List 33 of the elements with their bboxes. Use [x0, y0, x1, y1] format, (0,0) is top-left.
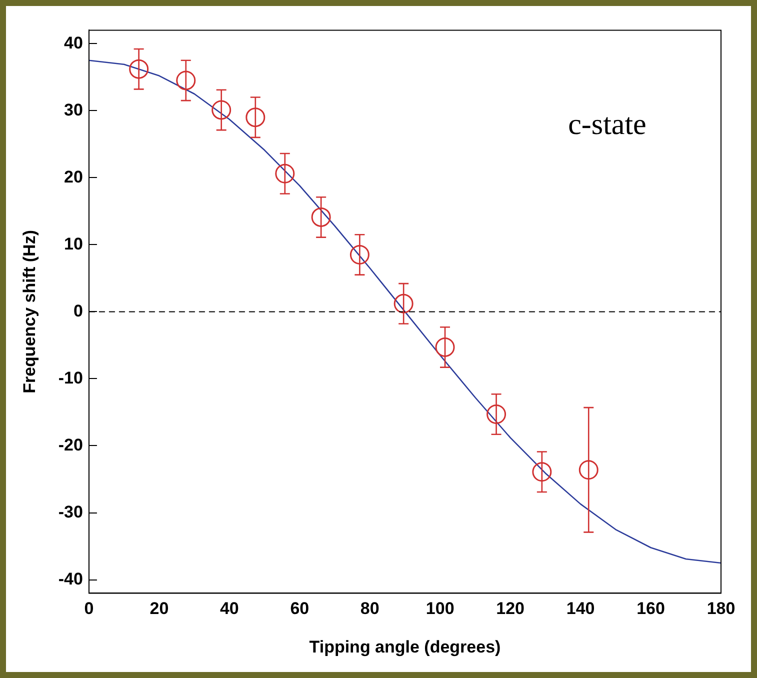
x-tick-label: 140 — [566, 599, 595, 618]
y-tick-label: 0 — [74, 301, 83, 320]
y-tick-label: 20 — [64, 167, 83, 186]
y-tick-label: -30 — [58, 502, 83, 522]
y-tick-label: 30 — [64, 100, 83, 120]
x-tick-label: 100 — [426, 599, 454, 618]
x-tick-label: 40 — [220, 599, 239, 618]
point — [532, 462, 552, 482]
x-tick-label: 120 — [496, 599, 525, 618]
point — [176, 70, 196, 90]
point — [275, 164, 295, 184]
y-tick-label: -20 — [58, 435, 83, 454]
x-tick-label: 20 — [150, 599, 169, 618]
x-tick-label: 180 — [706, 599, 736, 618]
x-tick-label: 60 — [290, 599, 310, 618]
point — [212, 100, 232, 120]
x-tick-label: 160 — [636, 599, 665, 618]
y-axis-title: Frequency shift (Hz) — [20, 230, 39, 394]
point — [435, 337, 455, 357]
point — [394, 294, 414, 314]
point — [246, 108, 266, 128]
x-tick-label: 80 — [360, 599, 380, 618]
point — [486, 404, 506, 424]
point — [578, 460, 598, 480]
point — [350, 244, 370, 264]
y-tick-label: -10 — [58, 368, 83, 388]
point — [311, 207, 331, 227]
annotation: c-state — [568, 108, 646, 141]
y-tick-label: 40 — [64, 33, 83, 52]
y-tick-label: -40 — [58, 569, 83, 588]
x-axis-title: Tipping angle (degrees) — [309, 637, 501, 656]
y-tick-label: 10 — [64, 234, 83, 254]
point — [129, 59, 149, 79]
